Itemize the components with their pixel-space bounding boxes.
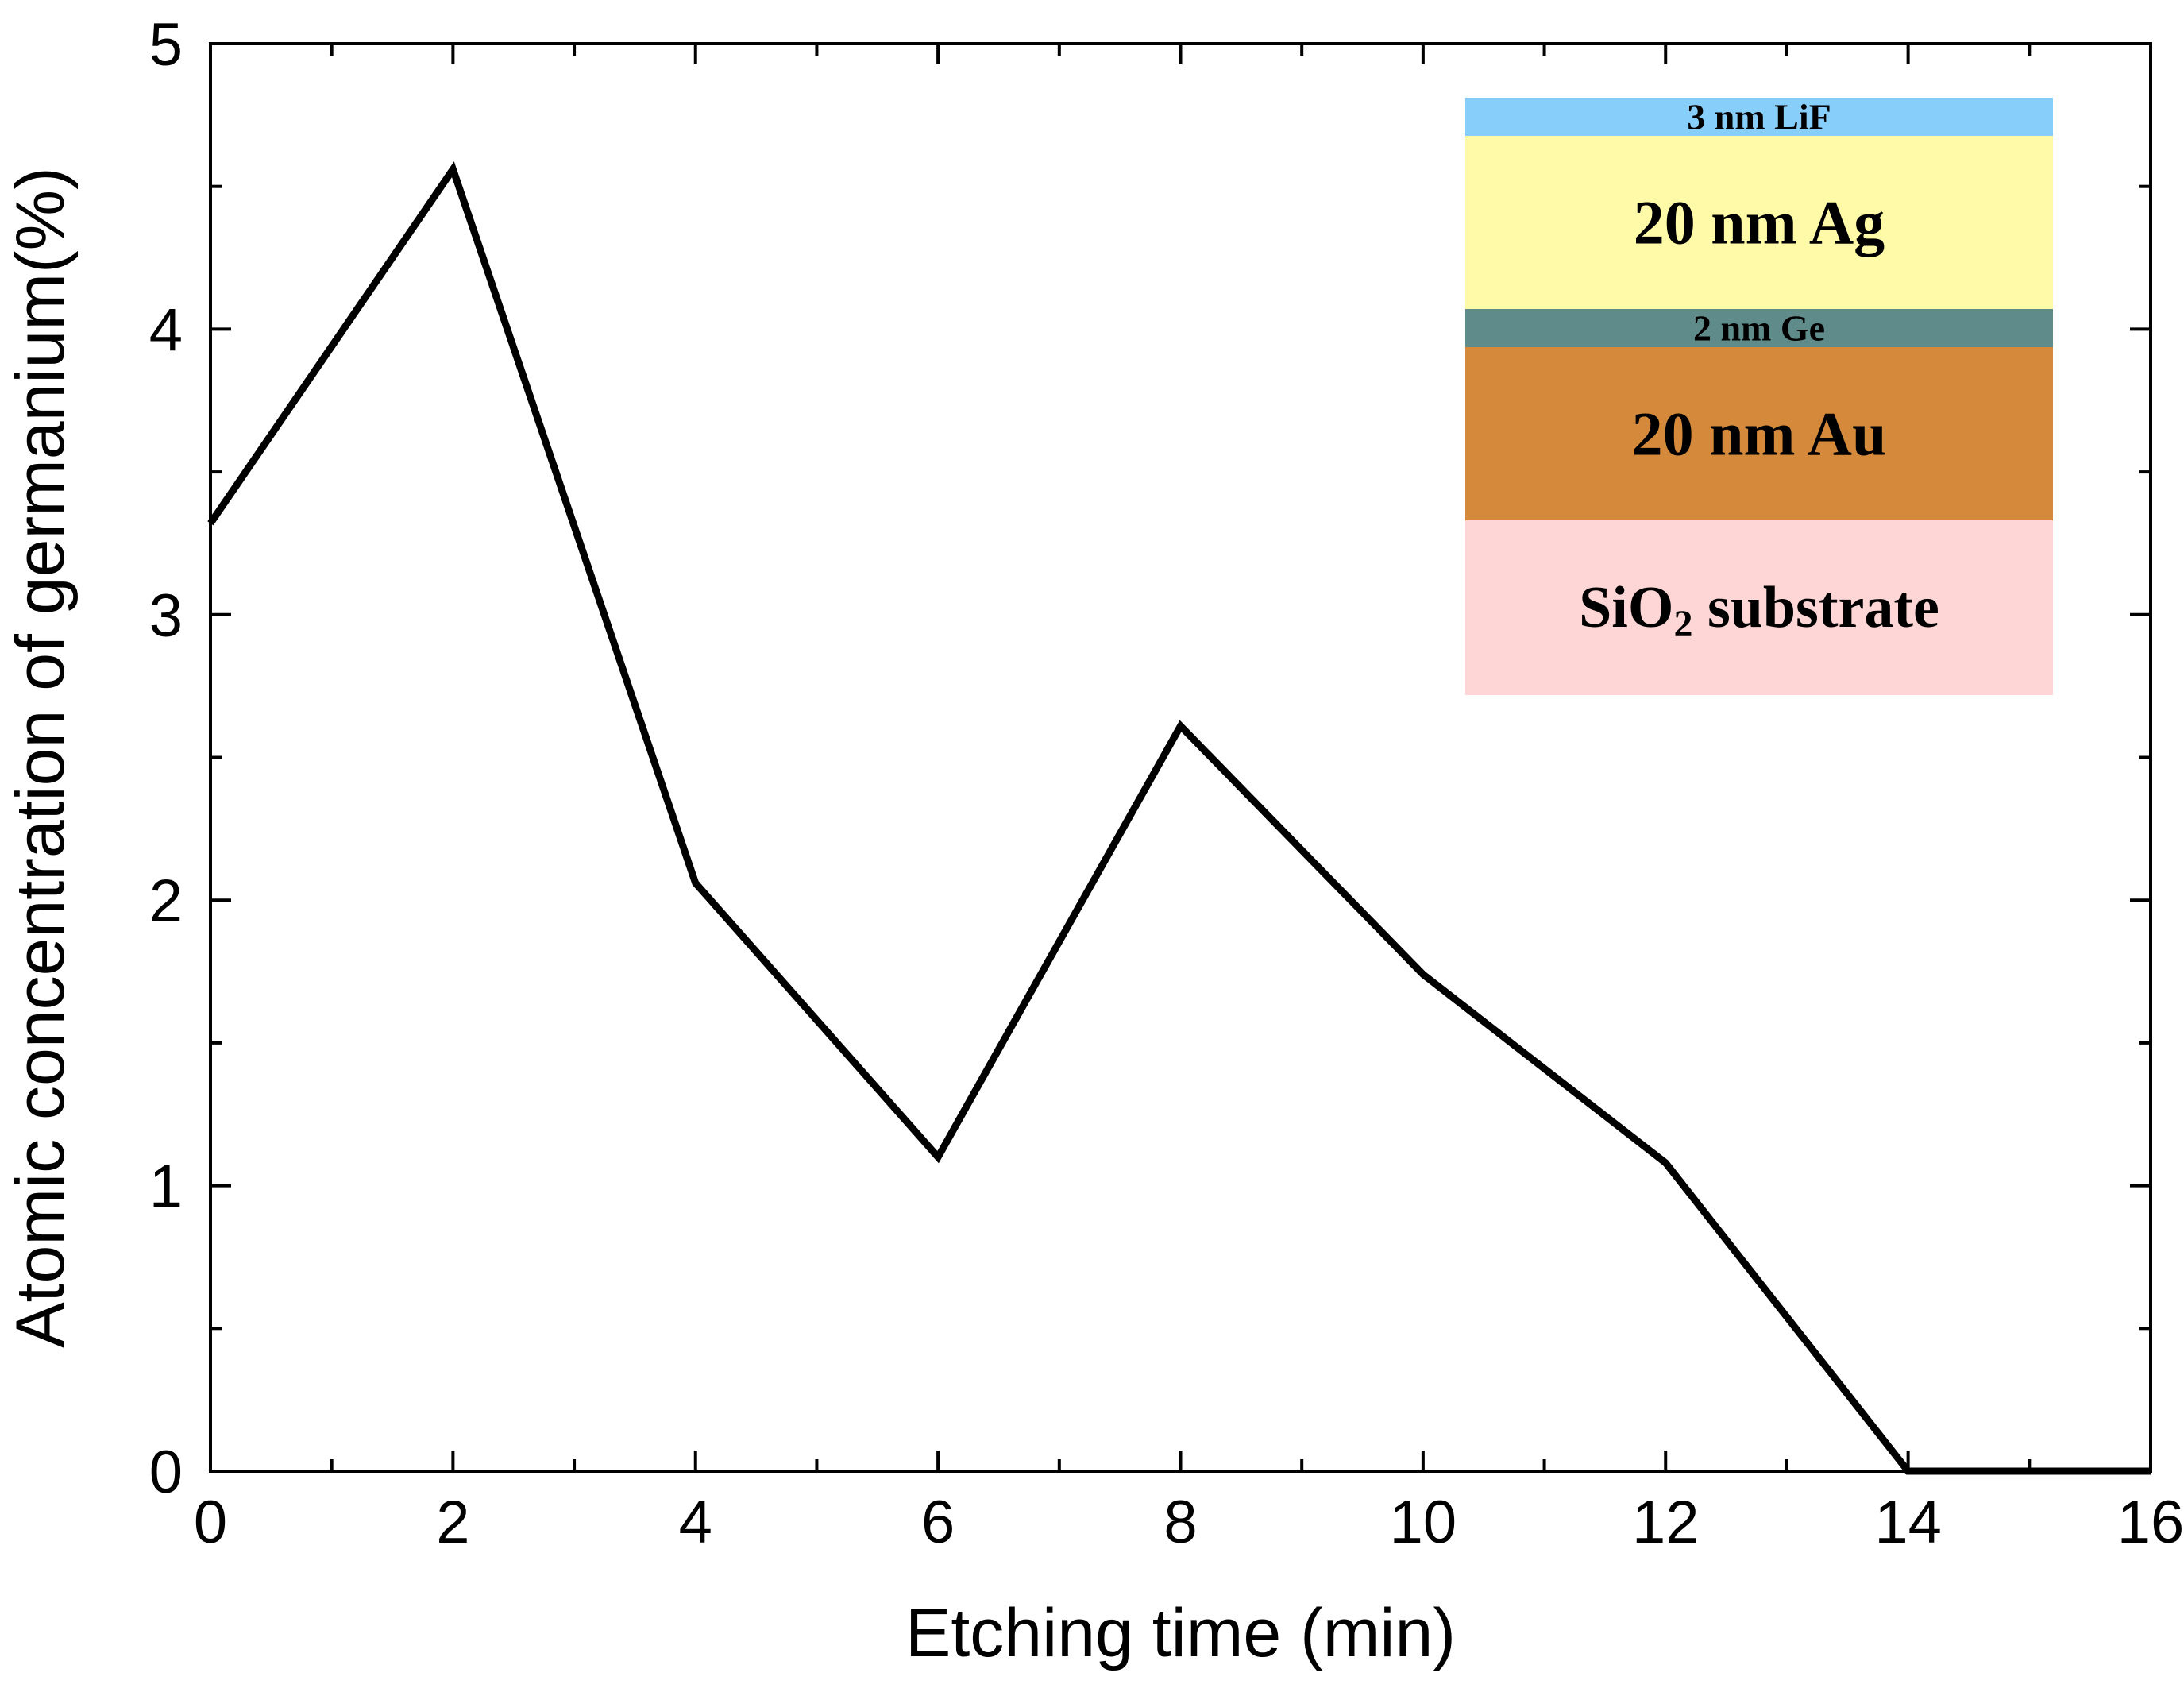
data-point: [937, 1157, 939, 1158]
inset-layer-label: 3 nm LiF: [1687, 97, 1831, 137]
x-tick-label: 0: [194, 1489, 227, 1556]
inset-layer: [1465, 520, 2053, 695]
inset-layer: [1465, 309, 2053, 347]
data-point: [1665, 1162, 1666, 1164]
inset-layer-label: 2 nm Ge: [1693, 308, 1825, 349]
y-axis-title: Atomic concentration of germanium(%): [2, 167, 79, 1347]
layer-stack-inset: 3 nm LiF 20 nm Ag 2 nm Ge 20 nm Au SiO2 subs…: [1465, 97, 2053, 695]
x-tick-label: 2: [436, 1489, 469, 1556]
inset-layer-label: SiO2 substrate: [1579, 575, 1939, 645]
data-point: [452, 168, 453, 170]
x-tick-label: 14: [1874, 1489, 1942, 1556]
y-tick-label: 4: [149, 296, 183, 364]
x-tick-label: 6: [921, 1489, 955, 1556]
y-axis-tick-labels: 0 1 2 3 4 5: [149, 11, 183, 1506]
inset-layer-label: 20 nm Au: [1632, 400, 1887, 469]
x-tick-label: 12: [1632, 1489, 1700, 1556]
x-tick-label: 10: [1390, 1489, 1457, 1556]
y-tick-label: 0: [149, 1439, 183, 1506]
x-axis-title: Etching time (min): [905, 1595, 1456, 1671]
y-tick-label: 5: [149, 11, 183, 79]
x-axis-tick-labels: 0 2 4 6 8 10 12 14 16: [194, 1489, 2184, 1556]
y-tick-label: 1: [149, 1153, 183, 1221]
x-tick-label: 4: [679, 1489, 712, 1556]
x-axis-ticks: [209, 44, 2152, 1471]
y-tick-label: 2: [149, 867, 183, 935]
inset-layer: [1465, 98, 2053, 136]
y-axis-ticks: [210, 42, 2151, 1473]
data-point: [695, 883, 696, 884]
series-line: [207, 161, 2151, 1475]
data-point: [1180, 725, 1182, 727]
x-tick-label: 16: [2117, 1489, 2184, 1556]
inset-layer: [1465, 136, 2053, 309]
x-tick-label: 8: [1163, 1489, 1197, 1556]
inset-layer: [1465, 347, 2053, 520]
y-tick-label: 3: [149, 582, 183, 650]
inset-layer-label: 20 nm Ag: [1634, 188, 1885, 257]
data-point: [1422, 974, 1424, 975]
